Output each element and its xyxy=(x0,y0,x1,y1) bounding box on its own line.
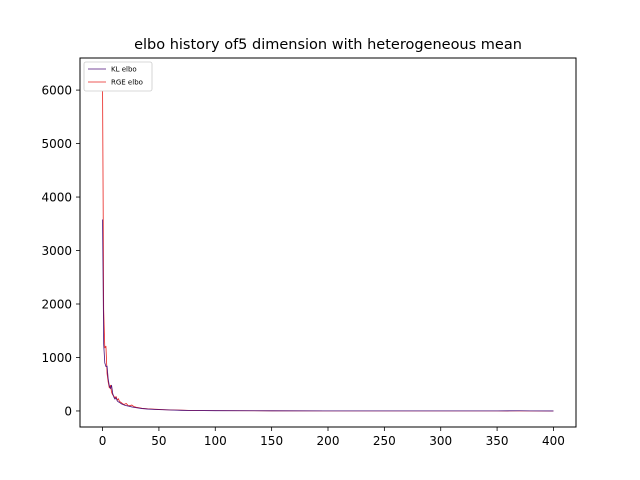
chart-title: elbo history of5 dimension with heteroge… xyxy=(134,37,522,53)
y-tick-label: 5000 xyxy=(41,137,72,151)
legend: KL elbo RGE elbo xyxy=(83,61,153,92)
legend-label-kl-elbo: KL elbo xyxy=(111,66,137,74)
x-tick-label: 400 xyxy=(542,434,565,448)
y-tick-label: 1000 xyxy=(41,351,72,365)
x-tick-label: 250 xyxy=(373,434,396,448)
x-tick-label: 100 xyxy=(204,434,227,448)
plot-lines xyxy=(102,83,554,412)
x-tick-label: 150 xyxy=(260,434,283,448)
y-tick-label: 4000 xyxy=(41,191,72,205)
y-tick-label: 3000 xyxy=(41,244,72,258)
y-tick-label: 2000 xyxy=(41,298,72,312)
y-tick-label: 0 xyxy=(64,404,72,418)
x-axis: 0 50 100 150 200 250 300 350 400 xyxy=(99,427,565,448)
x-tick-label: 200 xyxy=(317,434,340,448)
x-tick-label: 350 xyxy=(486,434,509,448)
legend-label-rge-elbo: RGE elbo xyxy=(111,79,143,87)
y-tick-label: 6000 xyxy=(41,84,72,98)
y-axis: 0 1000 2000 3000 4000 5000 6000 xyxy=(41,84,80,418)
x-tick-label: 50 xyxy=(151,434,166,448)
x-tick-label: 0 xyxy=(99,434,107,448)
series-line-kl-elbo xyxy=(102,219,554,412)
x-tick-label: 300 xyxy=(429,434,452,448)
